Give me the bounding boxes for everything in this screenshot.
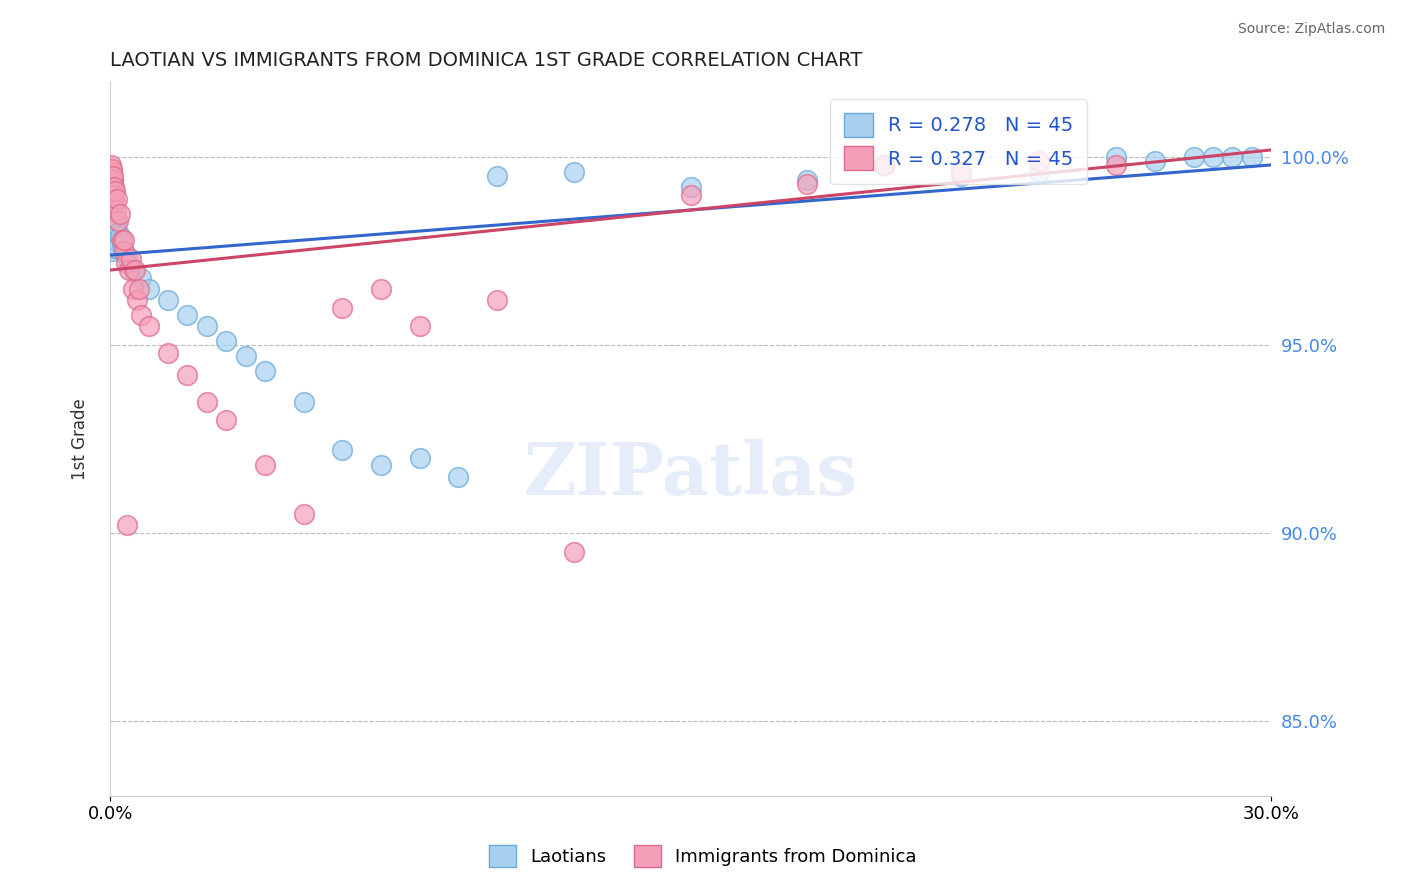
Point — [195, 319, 218, 334]
Point — [107, 214, 129, 228]
Point — [1222, 151, 1244, 165]
Point — [128, 282, 150, 296]
Point — [118, 255, 141, 269]
Point — [1182, 151, 1205, 165]
Legend: Laotians, Immigrants from Dominica: Laotians, Immigrants from Dominica — [482, 838, 924, 874]
Point — [129, 308, 152, 322]
Point — [101, 169, 124, 184]
Point — [104, 211, 127, 225]
Point — [330, 443, 353, 458]
Point — [129, 270, 152, 285]
Point — [111, 236, 134, 251]
Point — [215, 413, 238, 427]
Point — [103, 180, 125, 194]
Point — [122, 282, 145, 296]
Point — [103, 241, 125, 255]
Point — [1202, 151, 1225, 165]
Point — [950, 165, 973, 179]
Point — [370, 282, 392, 296]
Point — [253, 458, 276, 473]
Point — [101, 161, 124, 176]
Point — [101, 214, 124, 228]
Point — [104, 195, 127, 210]
Text: LAOTIAN VS IMMIGRANTS FROM DOMINICA 1ST GRADE CORRELATION CHART: LAOTIAN VS IMMIGRANTS FROM DOMINICA 1ST … — [110, 51, 862, 70]
Point — [235, 350, 257, 364]
Point — [100, 158, 122, 172]
Point — [1143, 154, 1166, 169]
Point — [120, 252, 142, 266]
Point — [104, 184, 127, 198]
Point — [1028, 165, 1050, 179]
Point — [195, 394, 218, 409]
Point — [796, 177, 818, 191]
Point — [486, 169, 509, 184]
Point — [873, 158, 896, 172]
Point — [564, 165, 586, 179]
Text: Source: ZipAtlas.com: Source: ZipAtlas.com — [1237, 22, 1385, 37]
Point — [105, 218, 128, 232]
Point — [292, 394, 315, 409]
Point — [104, 233, 127, 247]
Point — [157, 293, 180, 307]
Point — [486, 293, 509, 307]
Point — [105, 241, 128, 255]
Point — [101, 173, 124, 187]
Point — [679, 188, 702, 202]
Point — [796, 173, 818, 187]
Point — [215, 334, 238, 349]
Point — [157, 345, 180, 359]
Point — [114, 255, 136, 269]
Point — [127, 293, 149, 307]
Y-axis label: 1st Grade: 1st Grade — [72, 398, 89, 480]
Point — [100, 165, 122, 179]
Point — [108, 207, 131, 221]
Point — [1028, 154, 1050, 169]
Point — [564, 544, 586, 558]
Point — [117, 518, 139, 533]
Point — [122, 263, 145, 277]
Point — [873, 158, 896, 172]
Point — [950, 169, 973, 184]
Point — [124, 263, 146, 277]
Point — [447, 469, 470, 483]
Point — [101, 177, 124, 191]
Point — [112, 244, 135, 259]
Point — [111, 233, 134, 247]
Point — [114, 248, 136, 262]
Point — [1240, 151, 1263, 165]
Point — [101, 226, 124, 240]
Point — [330, 301, 353, 315]
Point — [253, 364, 276, 378]
Point — [408, 450, 430, 465]
Point — [408, 319, 430, 334]
Point — [103, 221, 125, 235]
Point — [105, 202, 128, 217]
Point — [138, 282, 160, 296]
Point — [176, 308, 198, 322]
Point — [679, 180, 702, 194]
Point — [1105, 158, 1128, 172]
Point — [176, 368, 198, 383]
Point — [101, 207, 124, 221]
Point — [100, 229, 122, 244]
Point — [105, 192, 128, 206]
Point — [1105, 151, 1128, 165]
Text: ZIPatlas: ZIPatlas — [523, 439, 858, 510]
Point — [138, 319, 160, 334]
Point — [103, 188, 125, 202]
Legend: R = 0.278   N = 45, R = 0.327   N = 45: R = 0.278 N = 45, R = 0.327 N = 45 — [830, 99, 1087, 184]
Point — [370, 458, 392, 473]
Point — [118, 263, 141, 277]
Point — [292, 507, 315, 521]
Point — [100, 218, 122, 232]
Point — [108, 229, 131, 244]
Point — [100, 233, 122, 247]
Point — [112, 233, 135, 247]
Point — [101, 244, 124, 259]
Point — [100, 169, 122, 184]
Point — [107, 226, 129, 240]
